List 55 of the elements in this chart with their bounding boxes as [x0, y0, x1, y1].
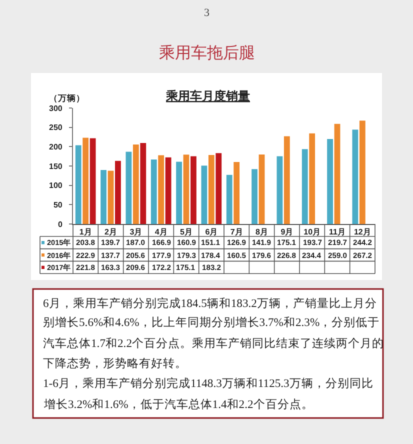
bar — [90, 138, 96, 224]
bar — [75, 145, 82, 224]
bar — [216, 153, 222, 224]
bar — [359, 120, 366, 224]
bar — [334, 124, 340, 224]
x-tick-label: 3月 — [130, 228, 142, 236]
chart-title: 乘用车拖后腿 — [159, 44, 255, 62]
x-tick-label: 11月 — [329, 228, 346, 236]
bar — [302, 149, 308, 224]
x-tick-label: 7月 — [230, 228, 243, 236]
y-axis-title: （万辆） — [49, 93, 85, 103]
bar — [82, 138, 89, 224]
bar — [158, 155, 164, 224]
bar — [276, 156, 283, 224]
y-tick-label: 150 — [49, 162, 63, 171]
bar — [176, 162, 182, 224]
bar — [115, 160, 121, 224]
x-tick-label: 12月 — [354, 228, 371, 236]
chart-subtitle: 乘用车月度销量 — [165, 89, 250, 103]
x-tick-label: 5月 — [180, 228, 192, 236]
y-tick-label: 250 — [49, 123, 63, 132]
bar — [140, 142, 146, 224]
x-tick-label: 10月 — [304, 228, 321, 236]
y-tick-label: 200 — [49, 142, 63, 152]
bar — [252, 169, 258, 224]
bar — [309, 133, 316, 224]
bar — [208, 155, 214, 224]
bar — [108, 170, 114, 224]
bar — [100, 170, 106, 224]
bar — [258, 154, 265, 224]
bar — [352, 130, 358, 224]
y-tick-label: 0 — [58, 220, 63, 229]
y-tick-label: 100 — [49, 181, 63, 190]
x-tick-label: 4月 — [154, 228, 168, 236]
bar — [183, 154, 190, 224]
bar — [150, 159, 157, 224]
x-tick-label: 6月 — [205, 228, 218, 236]
bar — [234, 162, 240, 224]
bar — [284, 136, 290, 224]
text: 1-6月，乘用车产销分别完成1148.3万辆和1125.3万辆，分别同比增长3.2%和1.6%，低于汽车总体1.4和2.2个百分点。 — [43, 376, 374, 411]
x-tick-label: 9月 — [280, 228, 294, 236]
bar — [226, 174, 232, 224]
y-tick-label: 300 — [49, 104, 63, 113]
x-tick-label: 1月 — [79, 228, 92, 236]
bar — [165, 157, 172, 224]
bar — [201, 166, 208, 224]
y-tick-label: 50 — [53, 200, 63, 210]
x-tick-label: 8月 — [256, 228, 268, 236]
bar — [327, 139, 333, 224]
x-tick-label: 2月 — [104, 228, 117, 236]
bar — [132, 144, 139, 224]
text: 6月，乘用车产销分别完成184.5辆和183.2万辆，产销量比上月分别增长5.6%和4.6%，比上年同期分别增长3.7%和2.3%，分别低于汽车总体1.7和2.2个百分点。乘用车产销同比结束了连续两个月的下降态势，形势略有好转。 — [43, 296, 384, 370]
text: 3 — [204, 7, 210, 19]
bar — [126, 152, 132, 224]
bar — [190, 156, 196, 224]
